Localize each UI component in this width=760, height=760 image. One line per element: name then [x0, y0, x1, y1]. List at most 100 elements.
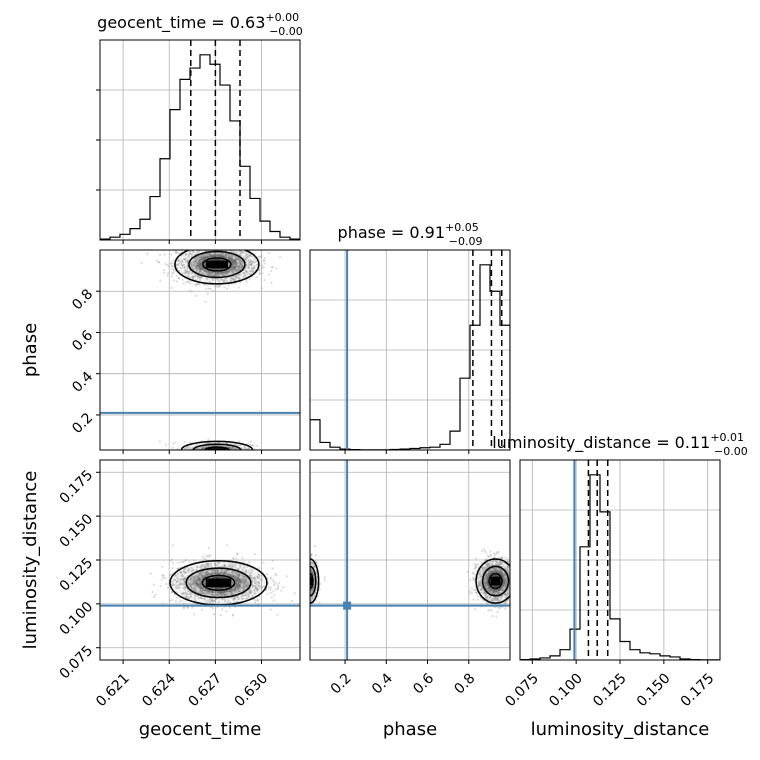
sample-point: [178, 258, 181, 261]
sample-point: [238, 453, 240, 455]
sample-point: [498, 556, 501, 559]
sample-point: [486, 588, 489, 591]
sample-point: [236, 581, 239, 584]
sample-point: [202, 256, 205, 259]
sample-point: [244, 576, 247, 579]
sample-point: [483, 581, 486, 584]
sample-point: [226, 280, 229, 283]
sample-point: [238, 451, 240, 453]
sample-point: [286, 575, 289, 578]
sample-point: [486, 574, 489, 577]
sample-point: [248, 242, 250, 244]
sample-point: [166, 586, 169, 589]
sample-point: [245, 579, 248, 582]
sample-point: [199, 258, 202, 261]
sample-point: [512, 579, 514, 581]
sample-point: [228, 588, 232, 591]
sample-point: [237, 574, 241, 577]
sample-point: [216, 569, 219, 572]
sample-point: [499, 569, 502, 572]
sample-point: [202, 243, 204, 245]
sample-point: [504, 567, 508, 570]
sample-point: [190, 587, 194, 590]
sample-point: [243, 575, 246, 578]
sample-point: [236, 573, 239, 576]
sample-point: [307, 575, 309, 577]
sample-point: [505, 600, 508, 603]
sample-point: [222, 241, 224, 243]
sample-point: [506, 560, 509, 563]
sample-point: [500, 586, 503, 589]
sample-point: [231, 272, 235, 275]
sample-point: [192, 261, 196, 264]
sample-point: [235, 274, 238, 278]
sample-point: [480, 588, 483, 591]
sample-point: [499, 569, 503, 572]
sample-point: [501, 574, 504, 577]
density-peak: [207, 448, 227, 450]
sample-point: [182, 602, 185, 605]
sample-point: [169, 559, 172, 562]
sample-point: [228, 574, 232, 577]
sample-point: [477, 582, 481, 585]
sample-point: [202, 447, 205, 450]
sample-point: [181, 575, 184, 578]
sample-point: [210, 589, 213, 593]
sample-point: [179, 571, 183, 574]
sample-point: [193, 455, 195, 457]
sample-point: [246, 593, 250, 596]
sample-point: [184, 586, 187, 589]
sample-point: [246, 272, 249, 275]
sample-point: [200, 275, 203, 278]
sample-point: [493, 569, 497, 572]
sample-point: [217, 258, 220, 261]
sample-point: [228, 452, 230, 454]
sample-point: [216, 258, 219, 262]
sample-point: [190, 592, 194, 595]
sample-point: [233, 450, 235, 452]
sample-point: [225, 453, 227, 455]
sample-point: [278, 255, 282, 259]
sample-point: [488, 589, 491, 592]
sample-point: [225, 442, 228, 445]
sample-point: [238, 573, 241, 577]
sample-point: [252, 589, 256, 592]
sample-point: [488, 573, 491, 576]
sample-point: [234, 591, 237, 594]
title-sub: −0.00: [269, 25, 303, 38]
sample-point: [184, 591, 187, 594]
sample-point: [233, 279, 236, 282]
sample-point: [502, 574, 505, 577]
sample-point: [208, 273, 211, 276]
sample-point: [227, 256, 231, 259]
sample-point: [192, 559, 195, 562]
sample-point: [492, 598, 495, 601]
sample-point: [205, 451, 207, 453]
sample-point: [201, 590, 204, 593]
sample-point: [175, 584, 178, 587]
sample-point: [308, 579, 310, 581]
sample-point: [182, 560, 185, 564]
sample-point: [511, 579, 513, 581]
sample-point: [495, 569, 498, 572]
sample-point: [204, 255, 207, 259]
sample-point: [484, 574, 487, 577]
sample-point: [199, 571, 203, 575]
sample-point: [233, 278, 236, 281]
sample-point: [197, 255, 200, 259]
sample-point: [499, 563, 502, 566]
sample-point: [197, 454, 199, 456]
sample-point: [171, 598, 174, 602]
sample-point: [207, 564, 210, 567]
sample-point: [158, 440, 161, 443]
sample-point: [186, 280, 190, 284]
sample-point: [241, 582, 244, 585]
sample-point: [200, 257, 203, 260]
sample-point: [241, 577, 244, 580]
sample-point: [217, 571, 220, 575]
sample-point: [500, 572, 503, 575]
sample-point: [248, 575, 252, 578]
sample-point: [478, 583, 481, 586]
title-main: luminosity_distance = 0.11: [492, 433, 710, 453]
sample-point: [204, 588, 207, 591]
